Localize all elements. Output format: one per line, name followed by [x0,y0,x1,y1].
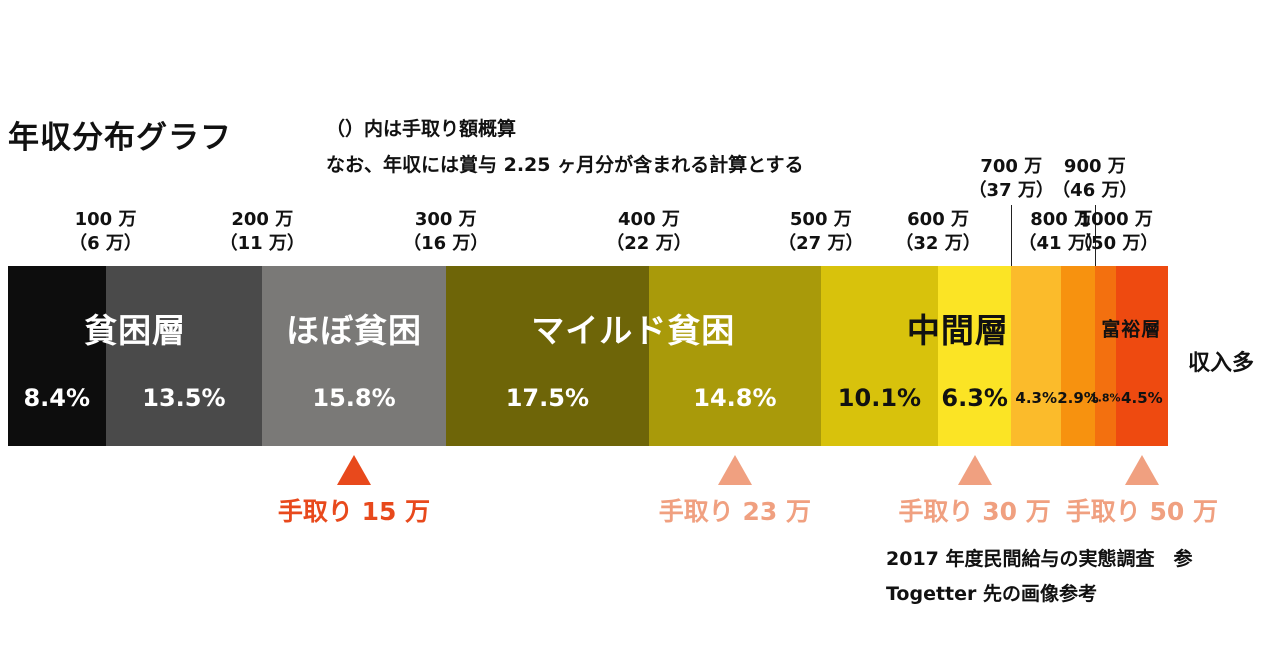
tick-income: 100 万 [74,209,137,230]
tick-take-home: （11 万） [219,233,305,254]
segment-percent: 8.4% [23,384,91,412]
segment-percent: 14.8% [693,384,777,412]
take-home-label: 手取り 15 万 [277,497,431,526]
take-home-label: 手取り 50 万 [1065,497,1218,526]
bar-segment [262,266,447,446]
bar-segment [1094,266,1117,446]
group-label: ほぼ貧困 [286,311,423,350]
bar-segment [648,266,822,446]
segment-percent: 1.8% [1090,391,1121,405]
marker-triangle-icon [717,455,752,485]
source-note: 2017 年度民間給与の実態調査 参 [886,548,1193,570]
bar-segment [1011,266,1062,446]
segment-percent: 4.3% [1015,389,1058,407]
chart-title: 年収分布グラフ [8,120,232,156]
tick-income: 700 万 [980,156,1043,177]
tick-take-home: （50 万） [1073,233,1159,254]
tick-label: 100 万 （6 万） [46,208,166,256]
tick-income: 300 万 [414,209,477,230]
tick-income: 400 万 [618,209,680,230]
bar-segment [1115,266,1169,446]
tick-take-home: （37 万） [968,180,1054,201]
side-label: 収入多 [1188,351,1255,376]
note-bonus: なお、年収には賞与 2.25 ヶ月分が含まれる計算とする [326,154,804,176]
marker-triangle-icon [957,455,992,485]
segment-percent: 4.5% [1121,389,1163,407]
group-label: 中間層 [906,311,1009,350]
tick-label: 500 万 （27 万） [761,208,881,256]
tick-income: 600 万 [907,209,969,230]
group-label: 富裕層 [1101,318,1162,341]
tick-income: 900 万 [1063,156,1126,177]
take-home-label: 手取り 30 万 [898,497,1051,526]
tick-income: 1000 万 [1078,209,1153,230]
tick-label: 800 万 （41 万） [1001,208,1121,256]
tick-label: 700 万 （37 万） [951,155,1071,203]
bar-segment [8,266,107,446]
tick-label: 400 万 （22 万） [589,208,709,256]
tick-label: 900 万 （46 万） [1035,155,1155,203]
tick-take-home: （27 万） [778,233,864,254]
source-note-2: Togetter 先の画像参考 [886,583,1098,605]
segment-percent: 17.5% [505,384,589,412]
tick-income: 500 万 [789,209,852,230]
distribution-bar: 8.4% 13.5% 15.8% 17.5% 14.8% 10.1% 6.3% 4.3% 2.9… [8,266,1169,446]
tick-label: 300 万 （16 万） [386,208,506,256]
bar-segment [445,266,650,446]
tick-income: 200 万 [231,209,294,230]
group-label: マイルド貧困 [531,311,736,350]
segment-percent: 10.1% [837,384,922,412]
tick-income: 800 万 [1030,209,1093,230]
segment-percent: 6.3% [941,384,1008,412]
tick-take-home: （46 万） [1052,180,1138,201]
bar-segment [105,266,263,446]
tick-leader-line [1011,205,1013,266]
bar-segment [1061,266,1096,446]
tick-label: 600 万 （32 万） [878,208,998,256]
segment-percent: 15.8% [312,384,396,412]
group-label: 貧困層 [84,311,187,350]
tick-leader-line [1094,205,1096,266]
marker-triangle-icon [337,455,372,485]
note-take-home: （）内は手取り額概算 [326,118,517,140]
bar-segment [938,266,1012,446]
take-home-label: 手取り 23 万 [658,497,811,526]
tick-take-home: （41 万） [1018,233,1104,254]
tick-take-home: （16 万） [403,233,489,254]
tick-label: 200 万 （11 万） [202,208,322,256]
marker-triangle-icon [1124,455,1159,485]
segment-percent: 13.5% [142,384,226,412]
tick-take-home: （6 万） [69,233,142,254]
tick-take-home: （32 万） [895,233,981,254]
tick-take-home: （22 万） [606,233,692,254]
segment-percent: 2.9% [1057,389,1099,407]
bar-segment [820,266,939,446]
tick-label: 1000 万 （50 万） [1056,208,1176,256]
